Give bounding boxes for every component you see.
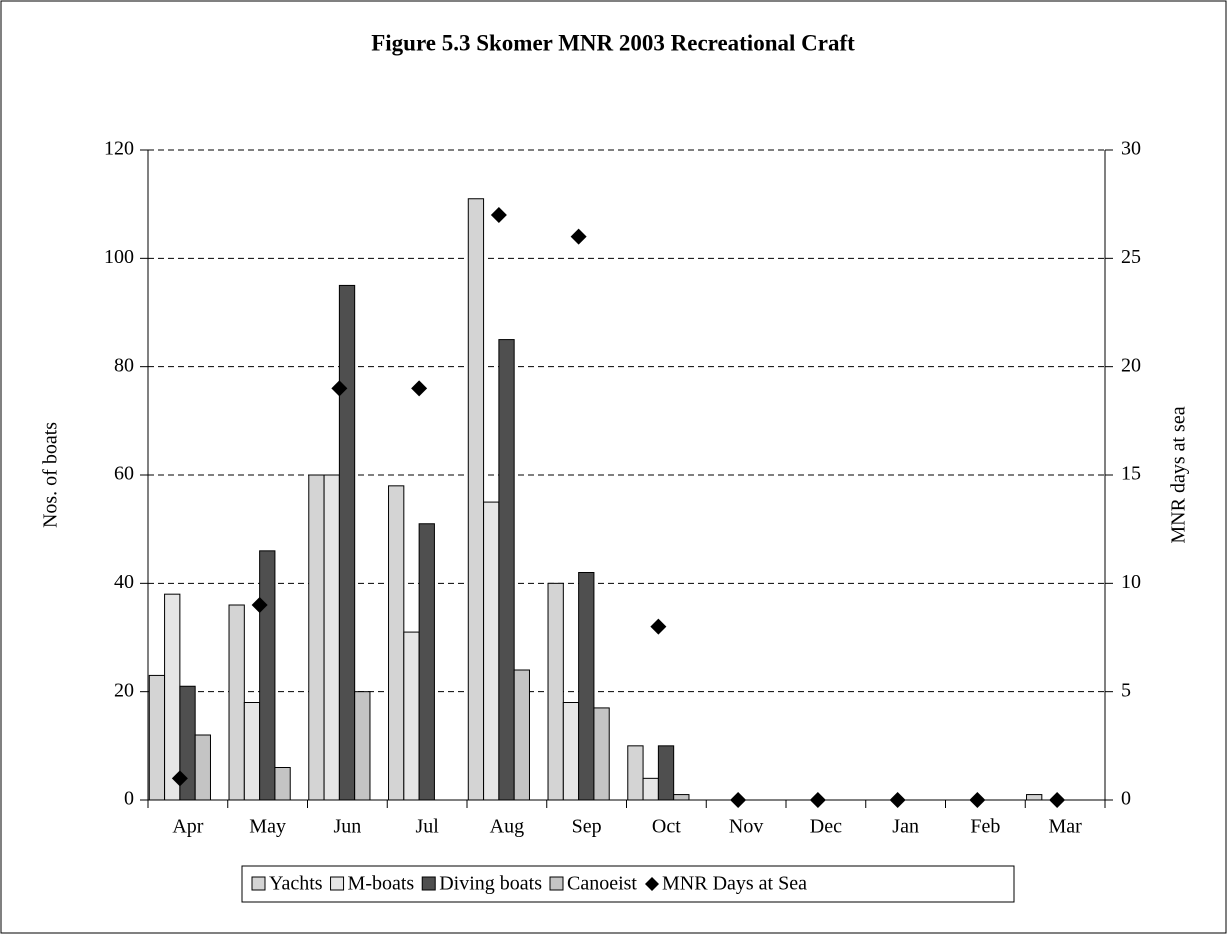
legend-label: Diving boats (439, 873, 542, 895)
bar (308, 474, 325, 801)
marker (251, 597, 268, 613)
bar (593, 707, 610, 801)
bar (547, 582, 564, 801)
x-tick-label: Sep (572, 816, 602, 838)
bar (323, 474, 340, 801)
x-tick-label: Oct (652, 816, 681, 838)
bar (354, 691, 371, 801)
bar (148, 674, 166, 801)
x-tick-label: Jul (415, 816, 439, 838)
marker (809, 792, 826, 808)
bar (657, 745, 675, 801)
bar (627, 745, 644, 801)
y2-tick-label: 5 (1121, 679, 1131, 701)
bar (578, 572, 595, 801)
x-tick-label: Aug (490, 816, 524, 838)
y-tick-label: 40 (114, 571, 134, 593)
bar (164, 593, 181, 801)
bar (403, 631, 420, 801)
y2-tick-label: 20 (1121, 354, 1141, 376)
x-tick-label: May (249, 816, 286, 838)
legend-label: Yachts (269, 873, 323, 895)
legend-label: Canoeist (567, 873, 637, 895)
bar (243, 702, 261, 801)
bar (228, 604, 245, 801)
y-tick-label: 60 (114, 463, 134, 485)
bar (194, 734, 211, 801)
x-tick-label: Mar (1048, 816, 1082, 838)
y-tick-label: 20 (114, 679, 134, 701)
x-tick-label: Jun (333, 816, 361, 838)
chart-title: Figure 5.3 Skomer MNR 2003 Recreational … (371, 30, 855, 55)
marker (411, 380, 428, 397)
legend-swatch (251, 876, 266, 891)
y-tick-label: 100 (104, 246, 134, 268)
legend-label: M-boats (348, 873, 415, 895)
marker (889, 792, 906, 808)
y2-tick-label: 25 (1121, 246, 1141, 268)
bar (483, 501, 500, 801)
y2-tick-label: 0 (1121, 788, 1131, 810)
legend-label: MNR Days at Sea (662, 873, 807, 895)
y2-tick-label: 10 (1121, 571, 1141, 593)
bar (673, 794, 690, 801)
marker (331, 380, 348, 397)
bar (498, 339, 515, 801)
bar (562, 702, 580, 801)
bar (513, 669, 530, 801)
bar (1026, 794, 1043, 801)
x-tick-label: Nov (729, 816, 763, 838)
bar (467, 198, 485, 801)
y-tick-label: 0 (124, 788, 134, 810)
y2-tick-label: 15 (1121, 463, 1141, 485)
legend-swatch (645, 877, 659, 891)
bar (274, 767, 291, 801)
x-tick-label: Feb (970, 816, 1000, 838)
marker (969, 792, 986, 808)
y-tick-label: 120 (104, 138, 134, 160)
bar (388, 485, 405, 801)
y2-axis-label: MNR days at sea (1168, 406, 1190, 543)
x-tick-label: Jan (892, 816, 919, 838)
x-tick-label: Apr (172, 816, 203, 838)
marker (490, 207, 507, 223)
marker (171, 770, 188, 787)
legend-swatch (421, 876, 436, 891)
marker (570, 228, 587, 245)
marker (1049, 792, 1066, 808)
legend-swatch (549, 876, 564, 891)
bar (338, 284, 356, 801)
x-tick-label: Dec (810, 816, 842, 838)
marker (730, 792, 747, 808)
legend-box (241, 865, 1015, 903)
marker (650, 618, 667, 635)
bar (259, 550, 276, 801)
y2-tick-label: 30 (1121, 138, 1141, 160)
legend-swatch (330, 876, 345, 891)
y-tick-label: 80 (114, 354, 134, 376)
y-axis-label: Nos. of boats (40, 422, 62, 528)
bar (418, 523, 435, 801)
bar (642, 777, 659, 801)
